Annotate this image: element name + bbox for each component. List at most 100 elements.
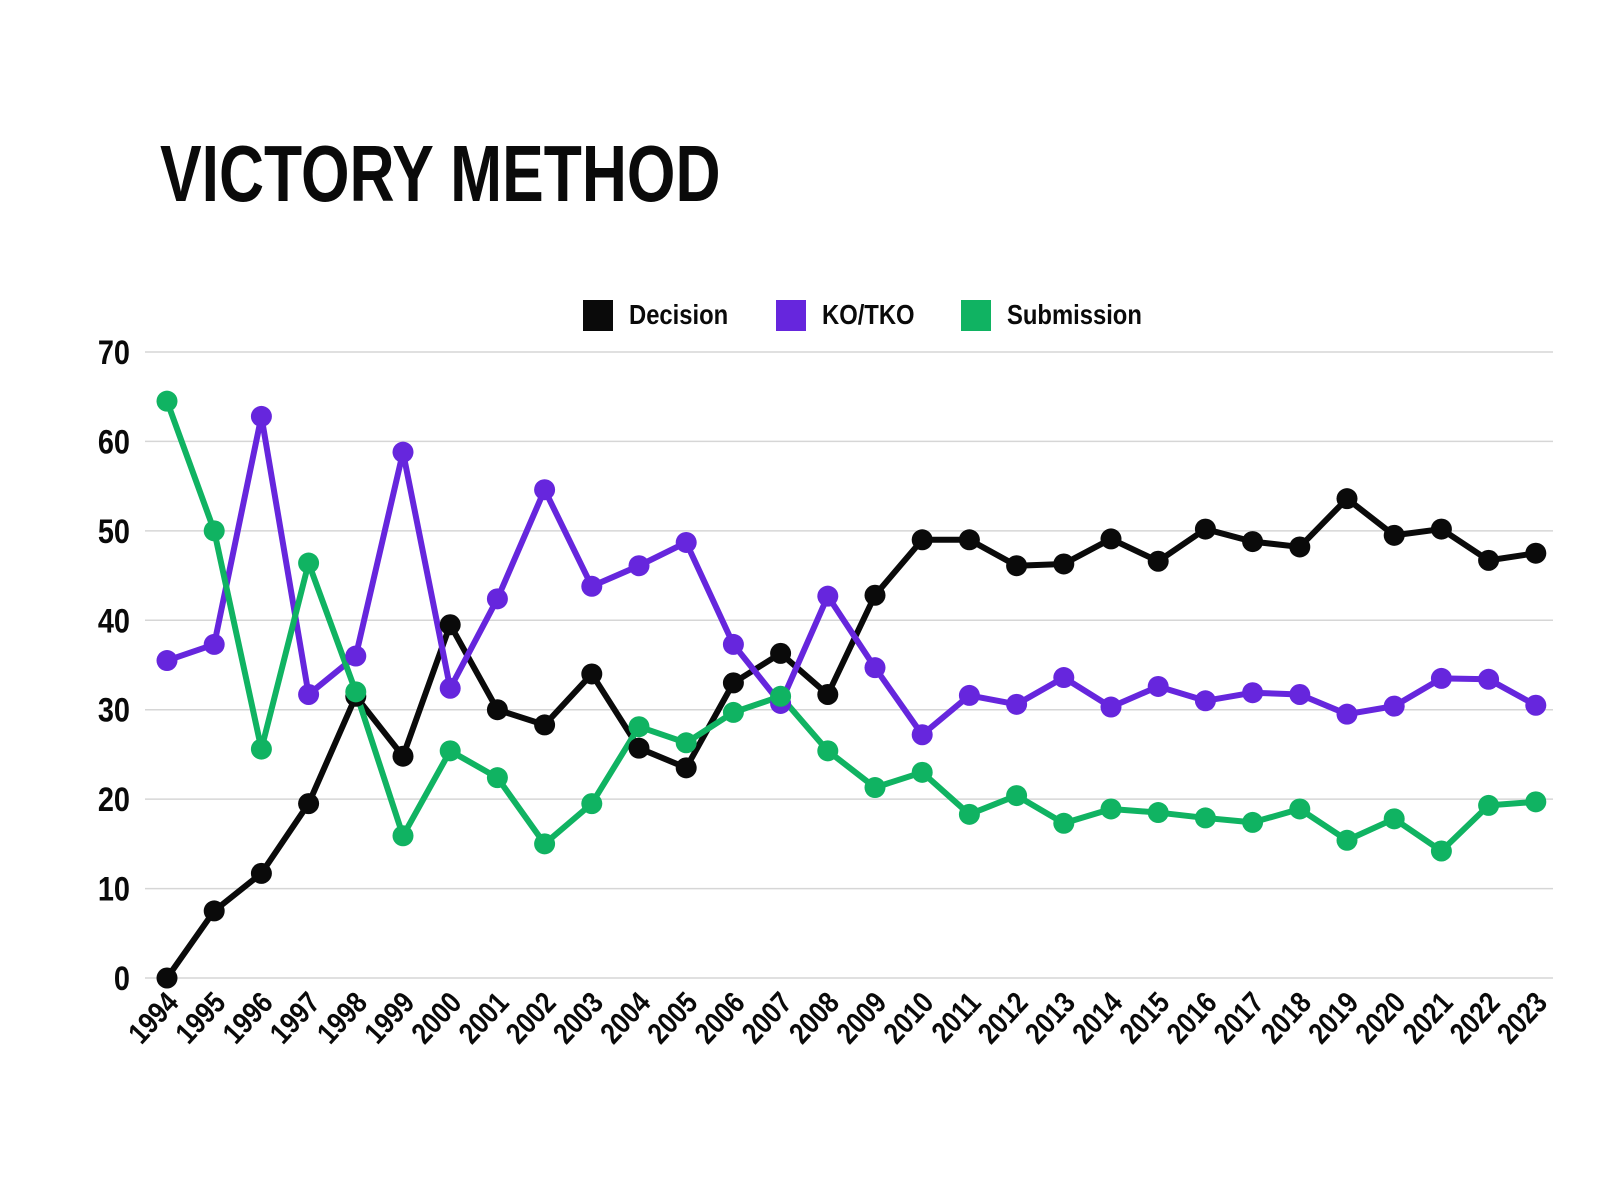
data-point-submission-1995: [203, 520, 225, 542]
data-point-decision-2004: [628, 737, 650, 759]
y-tick-label-70: 70: [98, 333, 130, 372]
x-tick-label-2006: 2006: [688, 986, 751, 1050]
data-point-submission-2005: [675, 732, 697, 754]
data-point-decision-2006: [722, 672, 744, 694]
x-tick-label-2008: 2008: [782, 986, 845, 1050]
data-point-submission-2020: [1383, 808, 1405, 830]
data-point-decision-2000: [439, 614, 461, 636]
data-point-submission-2017: [1242, 811, 1264, 833]
x-tick-label-2015: 2015: [1113, 986, 1176, 1050]
data-point-ko-tko-2014: [1100, 696, 1122, 718]
data-point-submission-1996: [250, 738, 272, 760]
x-tick-label-1998: 1998: [310, 986, 373, 1050]
x-tick-label-2000: 2000: [405, 986, 468, 1050]
data-point-submission-2011: [958, 803, 980, 825]
data-point-submission-2003: [581, 793, 603, 815]
data-point-submission-2014: [1100, 798, 1122, 820]
data-point-decision-1999: [392, 745, 414, 767]
data-point-decision-2022: [1478, 549, 1500, 571]
y-tick-label-60: 60: [98, 422, 130, 461]
x-tick-label-2017: 2017: [1207, 986, 1270, 1050]
data-point-submission-2010: [911, 761, 933, 783]
y-tick-label-30: 30: [98, 690, 130, 729]
data-point-submission-2021: [1430, 840, 1452, 862]
legend-label-decision: Decision: [629, 299, 729, 330]
x-tick-label-1995: 1995: [169, 986, 232, 1050]
data-point-decision-2013: [1053, 553, 1075, 575]
data-point-decision-1996: [250, 862, 272, 884]
data-point-ko-tko-1996: [250, 405, 272, 427]
data-point-ko-tko-1999: [392, 441, 414, 463]
y-tick-label-40: 40: [98, 601, 130, 640]
data-point-ko-tko-2015: [1147, 675, 1169, 697]
data-point-ko-tko-1994: [156, 650, 178, 672]
data-point-decision-2015: [1147, 550, 1169, 572]
data-point-decision-2003: [581, 663, 603, 685]
x-tick-label-2019: 2019: [1302, 986, 1365, 1050]
data-point-decision-2016: [1194, 518, 1216, 540]
data-point-decision-2021: [1430, 518, 1452, 540]
data-point-ko-tko-2001: [486, 588, 508, 610]
data-point-decision-2002: [534, 714, 556, 736]
data-point-submission-2009: [864, 777, 886, 799]
data-point-submission-2022: [1478, 794, 1500, 816]
data-point-submission-2023: [1525, 791, 1547, 813]
data-point-ko-tko-2009: [864, 657, 886, 679]
data-point-decision-2010: [911, 529, 933, 551]
x-tick-label-2001: 2001: [452, 986, 515, 1050]
data-point-ko-tko-2021: [1430, 667, 1452, 689]
data-point-ko-tko-1998: [345, 645, 367, 667]
x-tick-label-2010: 2010: [877, 986, 940, 1050]
data-point-ko-tko-1997: [298, 684, 320, 706]
x-tick-label-2021: 2021: [1396, 986, 1459, 1050]
data-point-submission-2001: [486, 767, 508, 789]
data-point-ko-tko-2005: [675, 531, 697, 553]
data-point-decision-1995: [203, 900, 225, 922]
x-tick-label-2007: 2007: [735, 986, 798, 1050]
legend-swatch-submission: [960, 299, 991, 331]
data-point-ko-tko-2008: [817, 585, 839, 607]
data-point-decision-2019: [1336, 488, 1358, 510]
legend-item-submission: Submission: [960, 299, 1166, 331]
data-point-decision-2020: [1383, 524, 1405, 546]
x-tick-label-2014: 2014: [1066, 985, 1129, 1050]
y-tick-label-0: 0: [114, 959, 130, 998]
x-tick-label-2002: 2002: [499, 986, 562, 1050]
data-point-submission-2008: [817, 740, 839, 762]
data-point-submission-1997: [298, 552, 320, 574]
data-point-submission-1999: [392, 825, 414, 847]
data-point-decision-2018: [1289, 536, 1311, 558]
data-point-decision-2001: [486, 699, 508, 721]
data-point-submission-2015: [1147, 802, 1169, 824]
data-point-submission-1998: [345, 681, 367, 703]
legend-item-kotko: KO/TKO: [775, 299, 931, 331]
x-tick-label-2013: 2013: [1018, 986, 1081, 1050]
data-point-ko-tko-2016: [1194, 690, 1216, 712]
data-point-decision-2012: [1006, 555, 1028, 577]
x-tick-label-2009: 2009: [830, 986, 893, 1050]
data-point-ko-tko-2020: [1383, 695, 1405, 717]
x-tick-label-1997: 1997: [263, 986, 326, 1050]
x-tick-label-2004: 2004: [594, 985, 657, 1050]
x-tick-label-1996: 1996: [216, 986, 279, 1050]
data-point-ko-tko-2011: [958, 684, 980, 706]
legend-swatch-kotko: [775, 299, 806, 331]
data-point-ko-tko-2019: [1336, 703, 1358, 725]
x-tick-label-2005: 2005: [641, 986, 704, 1050]
data-point-ko-tko-2000: [439, 677, 461, 699]
legend-label-submission: Submission: [1006, 299, 1142, 330]
data-point-submission-2000: [439, 740, 461, 762]
x-tick-label-2020: 2020: [1349, 986, 1412, 1050]
data-point-submission-2007: [770, 685, 792, 707]
data-point-ko-tko-2004: [628, 555, 650, 577]
x-tick-label-2016: 2016: [1160, 986, 1223, 1050]
data-point-decision-1994: [156, 967, 178, 989]
data-point-submission-2016: [1194, 807, 1216, 829]
data-point-ko-tko-2017: [1242, 682, 1264, 704]
data-point-decision-2008: [817, 684, 839, 706]
data-point-submission-2004: [628, 716, 650, 738]
series-line-submission: [164, 398, 1539, 855]
legend-swatch-decision: [583, 299, 613, 331]
